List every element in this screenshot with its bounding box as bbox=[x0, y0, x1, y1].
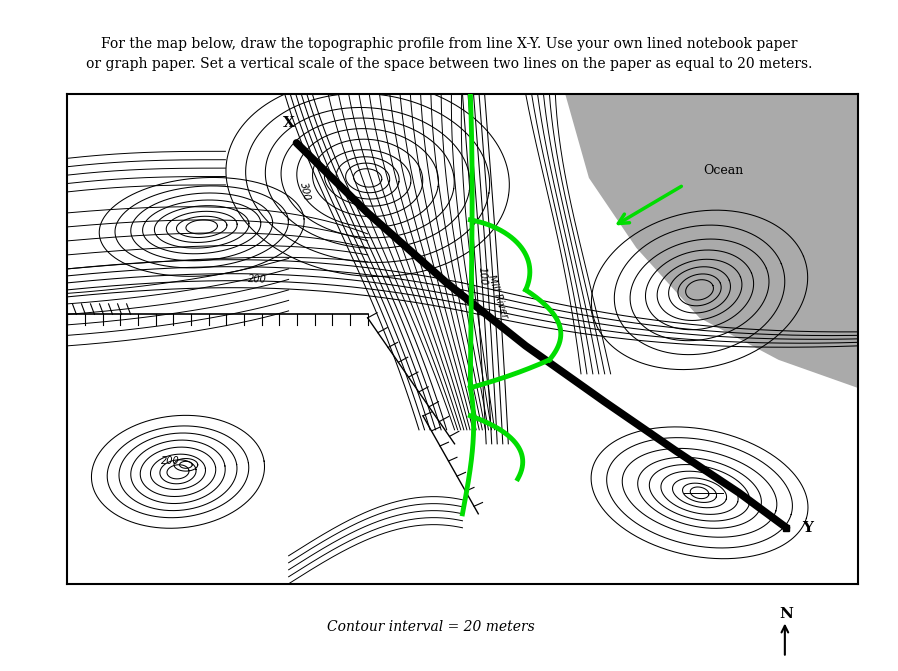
Text: Mill River: Mill River bbox=[487, 274, 510, 320]
Text: For the map below, draw the topographic profile from line X-Y. Use your own line: For the map below, draw the topographic … bbox=[101, 37, 797, 51]
Text: 200: 200 bbox=[161, 456, 180, 466]
Text: Contour interval = 20 meters: Contour interval = 20 meters bbox=[327, 621, 535, 634]
Polygon shape bbox=[565, 94, 858, 388]
Text: 200: 200 bbox=[248, 274, 267, 285]
Text: or graph paper. Set a vertical scale of the space between two lines on the paper: or graph paper. Set a vertical scale of … bbox=[86, 57, 812, 71]
Text: 100: 100 bbox=[477, 266, 488, 286]
Text: Y: Y bbox=[802, 521, 814, 535]
Text: N: N bbox=[779, 607, 793, 621]
Text: 300: 300 bbox=[297, 182, 312, 202]
Text: Ocean: Ocean bbox=[703, 164, 744, 177]
Text: X: X bbox=[283, 116, 295, 130]
